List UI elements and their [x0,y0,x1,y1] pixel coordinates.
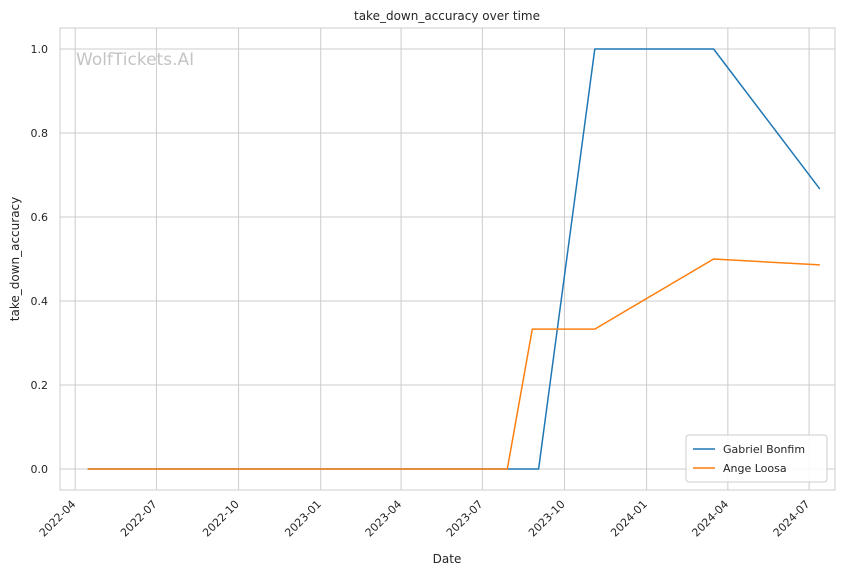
plot-frame [59,27,836,491]
x-axis-label: Date [433,552,462,566]
watermark: WolfTickets.AI [76,50,194,70]
legend-box [685,434,828,483]
y-tick-label: 1.0 [31,43,49,56]
y-tick-label: 0.2 [31,379,49,392]
y-tick-label: 0.0 [31,463,49,476]
series-lines [87,48,821,470]
series-line-1 [87,258,820,470]
y-tick-label: 0.6 [31,211,49,224]
legend-label: Gabriel Bonfim [723,443,805,456]
y-tick-label: 0.4 [31,295,49,308]
legend-label: Ange Loosa [723,462,787,475]
y-tick-label: 0.8 [31,127,49,140]
legend: Gabriel Bonfim Ange Loosa [685,434,828,483]
y-tick-labels: 0.0 0.2 0.4 0.6 0.8 1.0 [31,43,49,476]
y-axis-label: take_down_accuracy [8,197,22,321]
chart-title: take_down_accuracy over time [354,9,540,23]
